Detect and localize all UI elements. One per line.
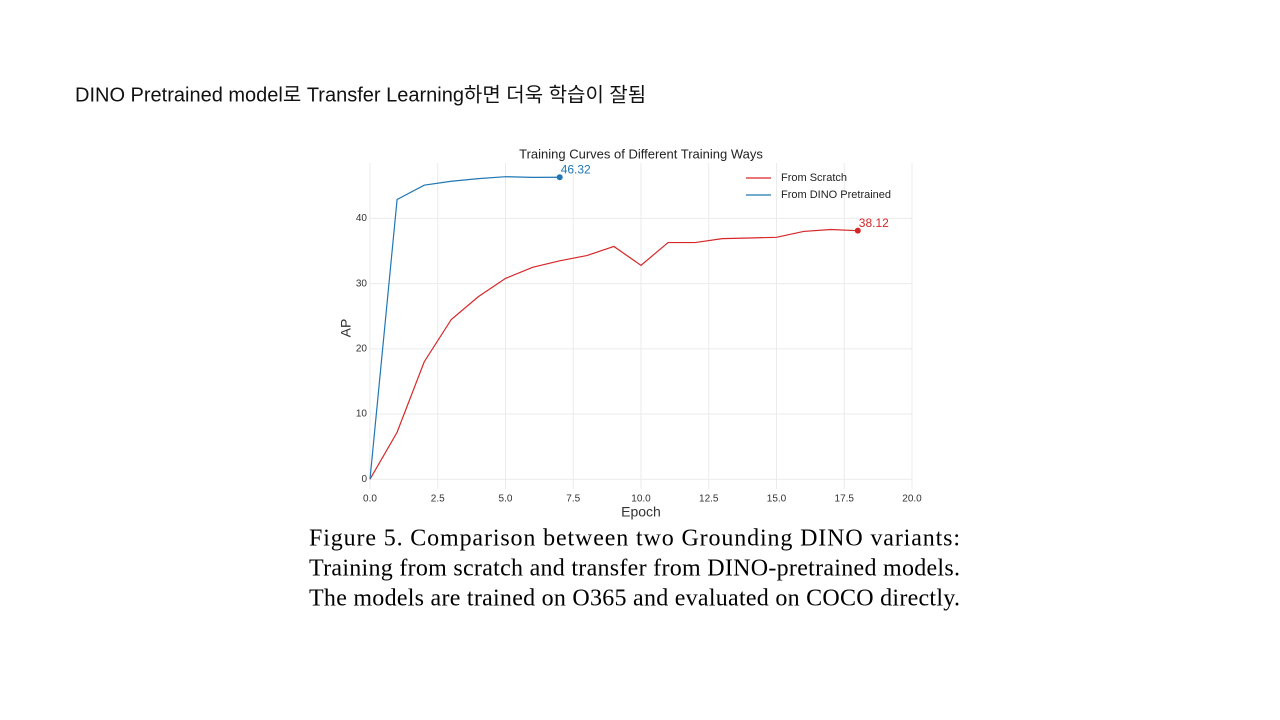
x-tick-label: 15.0 — [767, 494, 787, 505]
y-tick-label: 20 — [356, 343, 368, 354]
line-series — [369, 228, 858, 480]
y-tick-label: 0 — [361, 474, 367, 485]
y-axis-label: AP — [338, 319, 354, 338]
x-tick-label: 5.0 — [499, 494, 513, 505]
x-tick-label: 17.5 — [835, 494, 855, 505]
slide-title: DINO Pretrained model로 Transfer Learning… — [75, 83, 646, 106]
caption-line: Training from scratch and transfer from … — [309, 556, 960, 582]
end-point — [556, 174, 563, 181]
y-tick-label: 10 — [356, 409, 368, 420]
end-label: 38.12 — [859, 216, 889, 230]
x-tick-label: 7.5 — [566, 494, 580, 505]
y-tick-label: 30 — [356, 278, 368, 289]
x-tick-label: 0.0 — [363, 494, 377, 505]
end-point — [854, 227, 861, 234]
end-label: 46.32 — [561, 162, 591, 176]
x-tick-label: 20.0 — [902, 494, 922, 505]
legend-label: From DINO Pretrained — [781, 189, 891, 201]
line-series — [369, 176, 560, 480]
y-tick-label: 40 — [356, 213, 368, 224]
x-tick-label: 2.5 — [431, 494, 445, 505]
x-axis-label: Epoch — [621, 504, 661, 520]
x-tick-label: 12.5 — [699, 494, 719, 505]
x-tick-label: 10.0 — [631, 494, 651, 505]
chart-title: Training Curves of Different Training Wa… — [519, 146, 763, 161]
legend-label: From Scratch — [781, 172, 847, 184]
caption-line: The models are trained on O365 and evalu… — [309, 586, 960, 612]
caption-line: Figure 5. Comparison between two Groundi… — [309, 526, 960, 552]
